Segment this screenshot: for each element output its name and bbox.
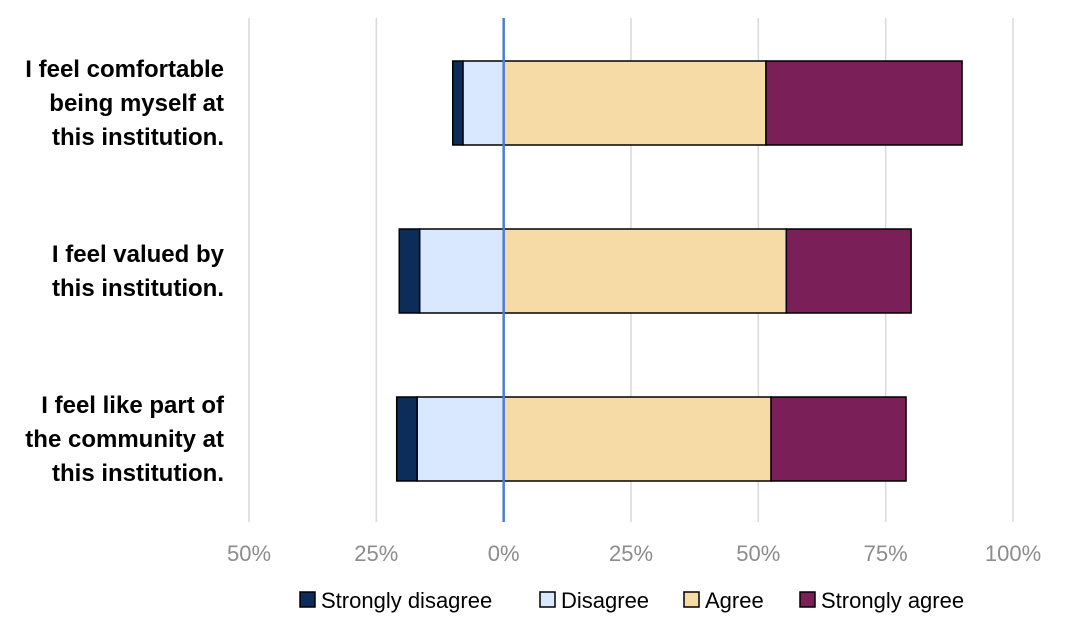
legend-label: Agree	[705, 588, 764, 613]
bar-segment-strongly-disagree	[398, 228, 421, 314]
bar-segment-strongly-disagree	[395, 396, 418, 482]
x-tick-label: 50%	[227, 541, 271, 566]
bar-segment-strongly-agree	[765, 60, 963, 146]
category-label-line: I feel comfortable	[25, 56, 224, 83]
category-label-line: I feel like part of	[41, 392, 225, 419]
bar-segment-strongly-disagree	[451, 60, 464, 146]
bar-segment-agree	[502, 60, 767, 146]
x-tick-label: 75%	[864, 541, 908, 566]
x-tick-label: 50%	[736, 541, 780, 566]
bars	[395, 60, 963, 482]
category-label: I feel like part of the community at this …	[25, 392, 225, 487]
category-label-line: this institution.	[52, 460, 224, 487]
x-tick-label: 25%	[609, 541, 653, 566]
bar-segment-disagree	[462, 60, 505, 146]
bar-segment-agree	[502, 228, 788, 314]
x-tick-label: 100%	[985, 541, 1041, 566]
bar-segment-strongly-agree	[770, 396, 907, 482]
category-label: I feel valued by this institution.	[52, 241, 225, 302]
bar-segment-disagree	[418, 228, 505, 314]
bar-segment-disagree	[416, 396, 505, 482]
x-axis-ticks: 50% 25% 0% 25% 50% 75% 100%	[227, 541, 1041, 566]
legend-swatch	[299, 591, 316, 608]
bar-segment-agree	[502, 396, 772, 482]
legend-label: Strongly disagree	[321, 588, 492, 613]
legend-label: Strongly agree	[821, 588, 964, 613]
category-labels: I feel comfortable being myself at this in…	[25, 56, 225, 487]
x-tick-label: 25%	[354, 541, 398, 566]
legend-label: Disagree	[561, 588, 649, 613]
x-tick-label: 0%	[488, 541, 520, 566]
category-label-line: I feel valued by	[52, 241, 225, 268]
category-label-line: this institution.	[52, 275, 224, 302]
legend-swatch	[799, 591, 816, 608]
category-label: I feel comfortable being myself at this in…	[25, 56, 224, 151]
category-label-line: the community at	[25, 426, 224, 453]
bar-segment-strongly-agree	[785, 228, 912, 314]
category-label-line: being myself at	[49, 90, 224, 117]
legend-swatch	[683, 591, 700, 608]
category-label-line: this institution.	[52, 124, 224, 151]
legend-swatch	[539, 591, 556, 608]
legend: Strongly disagree Disagree Agree Strongly a…	[299, 588, 964, 613]
